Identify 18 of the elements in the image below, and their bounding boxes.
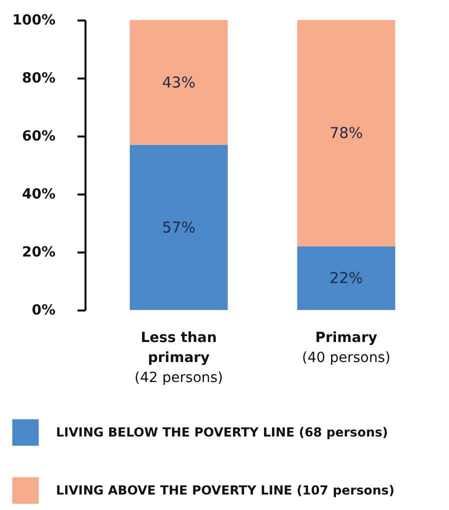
- y-tick-label: 40%: [22, 186, 56, 202]
- category-label: Primary (40 persons): [302, 330, 390, 366]
- bar: [130, 144, 228, 310]
- legend-label: LIVING ABOVE THE POVERTY LINE (107 persons): [56, 482, 394, 498]
- data-label: 78%: [330, 124, 363, 142]
- data-label: 43%: [162, 73, 196, 92]
- category-label: Less than primary (42 persons): [134, 330, 224, 386]
- bar: [130, 20, 228, 145]
- y-tick-label: 100%: [12, 12, 56, 28]
- bar: [297, 246, 396, 310]
- y-tick-label: 20%: [22, 244, 56, 260]
- bar: [297, 20, 396, 246]
- y-tick-label: 60%: [22, 128, 56, 144]
- legend-label: LIVING BELOW THE POVERTY LINE (68 persons): [56, 424, 388, 440]
- y-tick-label: 0%: [32, 302, 56, 318]
- data-label: 57%: [162, 218, 196, 236]
- y-tick-label: 80%: [22, 70, 56, 86]
- data-label: 22%: [330, 269, 363, 288]
